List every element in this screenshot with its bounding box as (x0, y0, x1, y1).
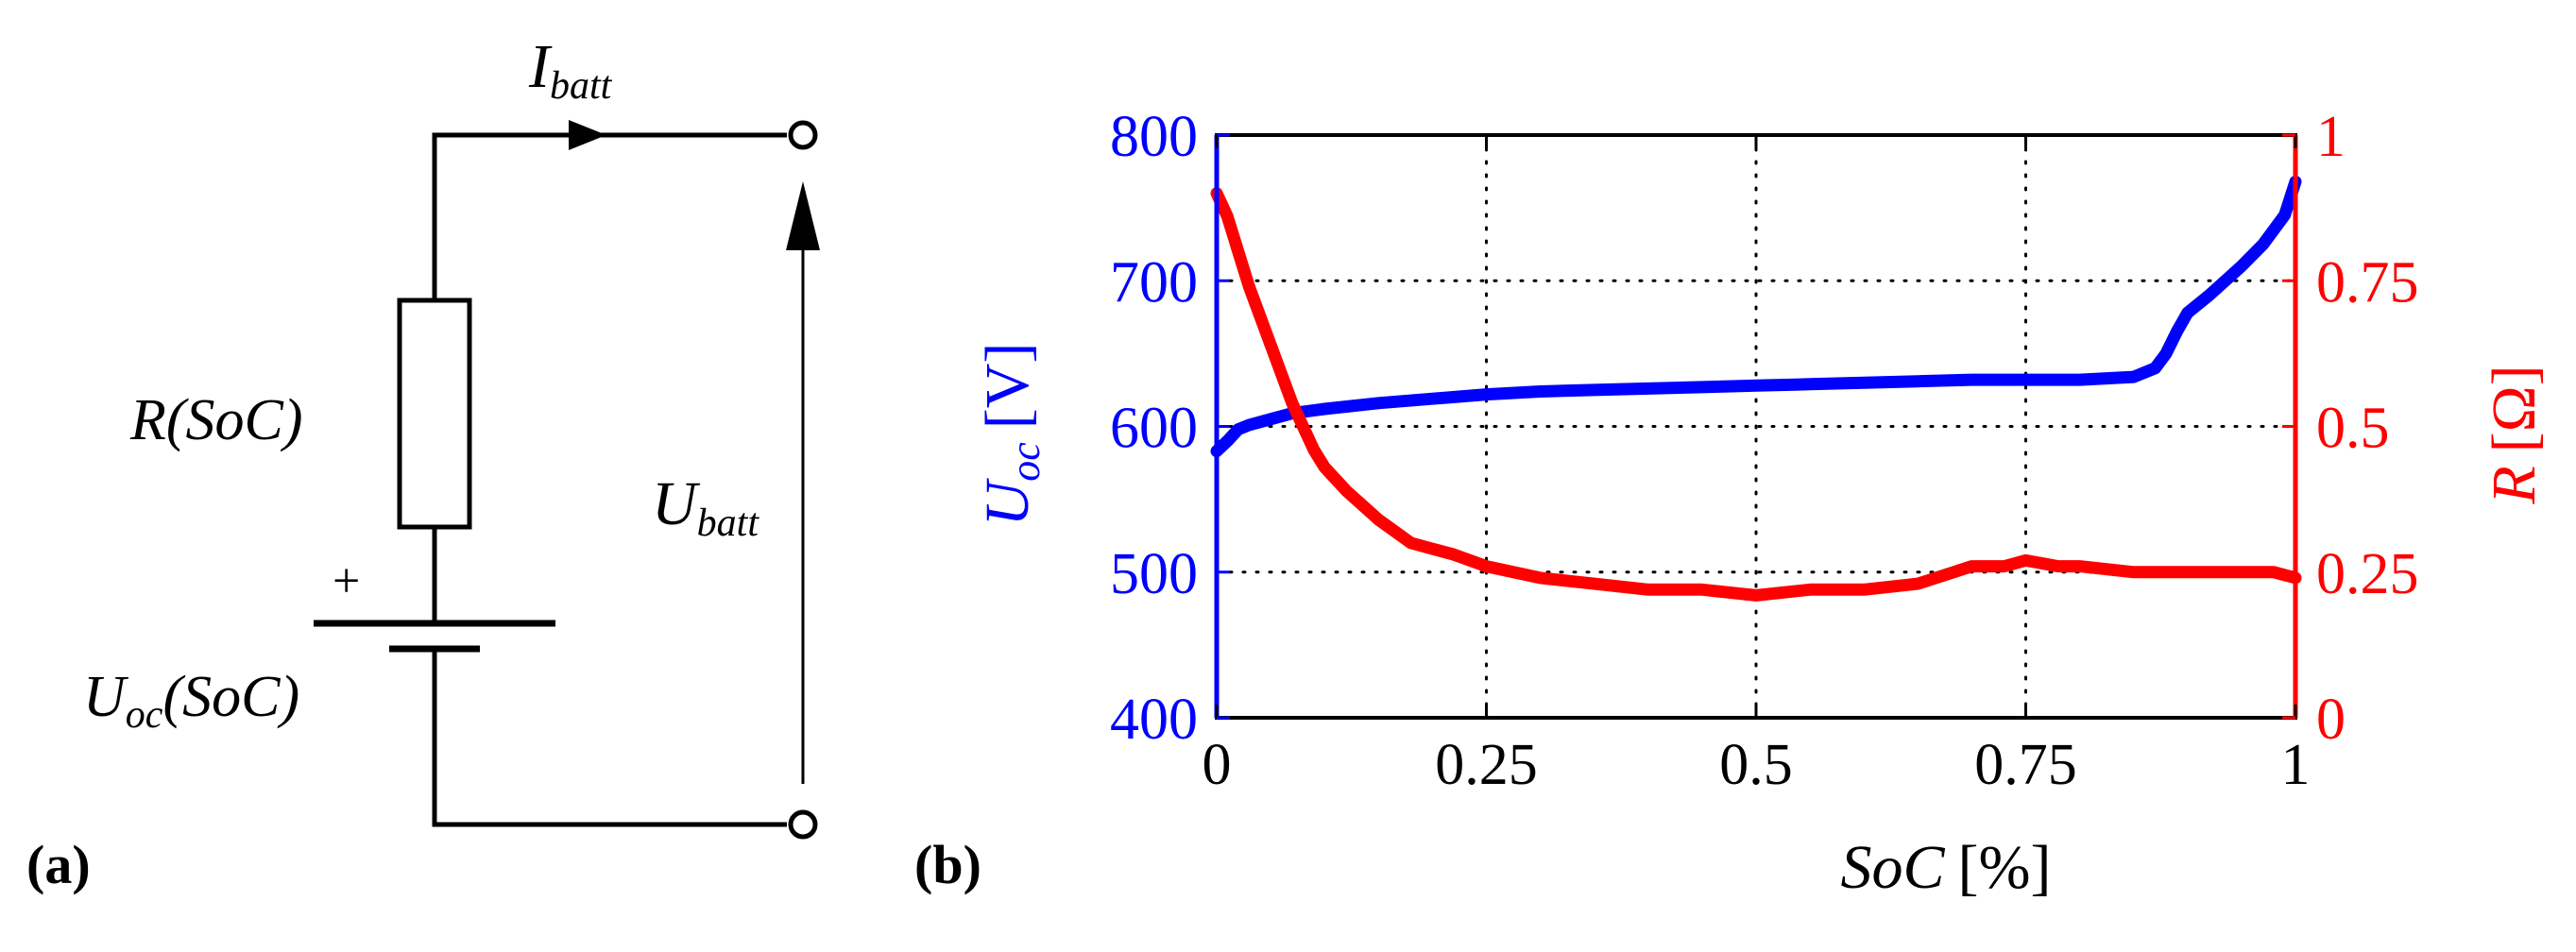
y-right-tick-label-0.75: 0.75 (2316, 250, 2419, 314)
tick-labels: 0 0.25 0.5 0.75 1 400 500 600 700 800 0 0.25 0.5 0.75… (1110, 105, 2419, 797)
resistor (397, 298, 472, 530)
x-tick-label-0.25: 0.25 (1435, 733, 1538, 797)
y-right-tick-label-0.25: 0.25 (2316, 542, 2419, 606)
series-line-R (1210, 187, 2302, 602)
bottom-wire (432, 649, 787, 827)
top-wire (432, 132, 787, 472)
series-layer (1210, 175, 2302, 602)
resistor-label: R(SoC) (129, 388, 303, 452)
y-left-tick-label-800: 800 (1110, 105, 1198, 169)
current-arrow-head (569, 120, 606, 150)
x-tick-label-0: 0 (1203, 733, 1232, 797)
x-tick-label-0.75: 0.75 (1974, 733, 2077, 797)
plus-sign: + (333, 554, 360, 608)
y-left-tick-label-600: 600 (1110, 397, 1198, 461)
y-left-tick-label-400: 400 (1110, 688, 1198, 752)
panel-b-tag: (b) (914, 834, 981, 895)
voltage-arrow-head (786, 181, 820, 250)
panel-a-circuit (314, 120, 818, 840)
terminal-top (788, 120, 818, 150)
voltage-label: Ubatt (652, 469, 759, 545)
current-label: Ibatt (528, 32, 613, 108)
y-right-tick-label-0: 0 (2316, 688, 2346, 752)
ticks (1215, 133, 2297, 720)
source-label: Uoc(SoC) (83, 665, 299, 737)
y-left-axis-title: Uoc[V] (973, 343, 1049, 527)
x-tick-label-1: 1 (2281, 733, 2311, 797)
y-left-tick-label-700: 700 (1110, 250, 1198, 314)
y-left-tick-label-500: 500 (1110, 542, 1198, 606)
y-right-axis-title: R[Ω] (2480, 365, 2549, 504)
x-tick-label-0.5: 0.5 (1719, 733, 1793, 797)
x-axis-title: SoC [%] (1841, 833, 2052, 902)
panel-a-tag: (a) (26, 834, 91, 895)
terminal-bottom (788, 809, 818, 840)
y-right-tick-label-0.5: 0.5 (2316, 397, 2390, 461)
y-right-tick-label-1: 1 (2316, 105, 2346, 169)
grid (1215, 133, 2297, 720)
chart-b: 0 0.25 0.5 0.75 1 400 500 600 700 800 0 0.25 0.5 0.75… (973, 105, 2549, 902)
series-line-Uoc (1210, 175, 2302, 458)
